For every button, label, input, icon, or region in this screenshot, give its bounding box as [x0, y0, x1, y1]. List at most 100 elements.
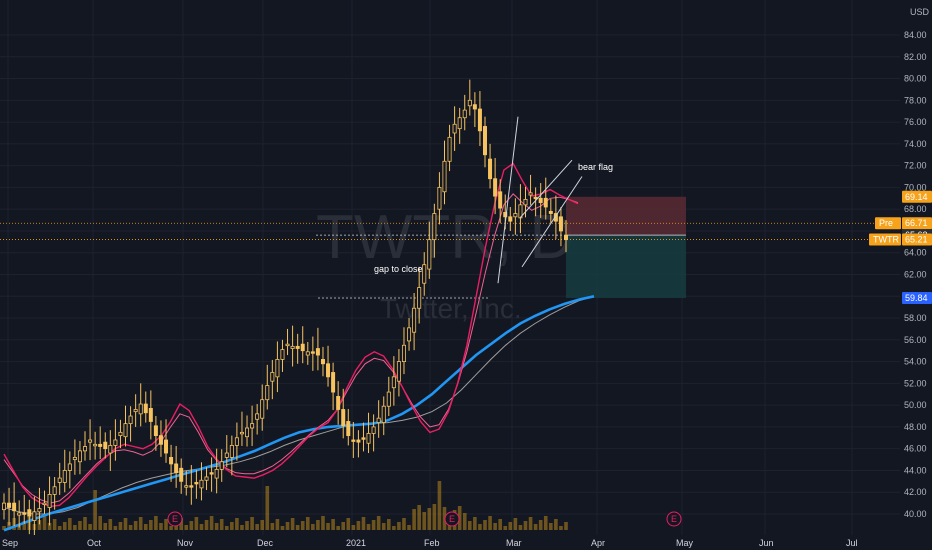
candle — [93, 431, 98, 460]
volume-bar — [133, 521, 138, 530]
price-tick-label: 52.00 — [904, 378, 927, 388]
candle-body — [290, 345, 295, 349]
stop-loss-zone[interactable] — [566, 196, 686, 236]
time-axis-labels: Sep Oct Nov Dec 2021 Feb Mar Apr May Jun Jul — [2, 538, 858, 548]
candle — [219, 449, 224, 482]
gap-annotation[interactable]: gap to close — [374, 264, 423, 274]
volume-bar — [128, 525, 133, 530]
candle-body — [503, 212, 508, 218]
candle — [245, 415, 250, 447]
candle — [128, 406, 133, 442]
candle-body — [88, 439, 93, 443]
price-tick-label: 48.00 — [904, 422, 927, 432]
candle-body — [224, 452, 229, 458]
volume-bar — [422, 512, 427, 530]
position-zones[interactable] — [566, 196, 686, 299]
price-tick-label: 56.00 — [904, 335, 927, 345]
volume-bar — [108, 519, 113, 530]
volume-bar — [462, 513, 467, 530]
volume-bar — [93, 490, 97, 530]
candle-body — [346, 421, 351, 437]
flag-lower-line[interactable] — [521, 176, 583, 268]
candle — [351, 422, 356, 458]
price-tick-label: 42.00 — [904, 487, 927, 497]
candle-body — [22, 512, 27, 515]
volume-bar — [549, 523, 553, 530]
candle-body — [174, 463, 179, 474]
candle-body — [548, 210, 553, 214]
volume-bar — [179, 518, 184, 530]
earnings-marker[interactable]: E — [444, 511, 460, 527]
time-label: Jun — [759, 538, 774, 548]
volume-bar — [518, 525, 523, 530]
volume-bar — [214, 523, 219, 530]
earnings-marker[interactable]: E — [167, 511, 183, 527]
candle-body — [123, 423, 128, 438]
candle — [138, 383, 143, 427]
candle-body — [12, 502, 17, 512]
volume-bar — [230, 522, 234, 530]
earnings-marker[interactable]: E — [666, 511, 682, 527]
time-axis-panel[interactable] — [0, 535, 932, 550]
candle-body — [133, 409, 138, 413]
volume-bar — [528, 517, 533, 530]
volume-bar — [300, 521, 305, 530]
candle — [336, 381, 341, 425]
candle — [548, 198, 553, 224]
candle — [553, 195, 558, 240]
volume-bar — [290, 518, 295, 530]
price-tick-label: 46.00 — [904, 444, 927, 454]
bear-flag-annotation[interactable]: bear flag — [578, 162, 613, 172]
candle-body — [138, 403, 143, 415]
price-tick-label: 54.00 — [904, 357, 927, 367]
candle-body — [493, 178, 498, 197]
candle — [341, 388, 346, 439]
candle-body — [467, 99, 472, 107]
candle-body — [199, 479, 204, 489]
candle-body — [376, 417, 381, 423]
ma-long-line — [3, 295, 595, 532]
take-profit-zone[interactable] — [566, 235, 686, 299]
candle-body — [336, 396, 341, 410]
candle-body — [432, 213, 437, 241]
flagpole-line[interactable] — [497, 116, 519, 284]
time-label: May — [676, 538, 694, 548]
candle — [62, 449, 67, 493]
candle — [199, 462, 204, 501]
candle-body — [93, 443, 98, 447]
candle-body — [153, 425, 158, 437]
time-label: Feb — [424, 538, 440, 548]
candle — [52, 476, 57, 510]
volume-bar — [503, 526, 508, 530]
watermark-symbol: TWTR, D — [316, 203, 574, 272]
price-tag-box — [902, 292, 932, 305]
candle — [326, 345, 331, 387]
price-tag-value: 66.71 — [905, 218, 928, 228]
candle — [209, 457, 214, 492]
volume-bar — [457, 506, 462, 530]
candle-body — [143, 403, 148, 414]
candle — [174, 445, 179, 488]
price-tag: 65.21 TWTR — [869, 233, 932, 246]
candle-body — [412, 307, 417, 333]
earnings-label: E — [449, 514, 455, 524]
time-label: Oct — [87, 538, 102, 548]
candle-body — [42, 502, 47, 506]
price-tag-label-box — [869, 233, 901, 246]
candle-body — [523, 198, 528, 206]
volume-bar — [62, 522, 67, 530]
candle — [12, 482, 17, 526]
flag-upper-line[interactable] — [519, 159, 573, 219]
volume-bar — [189, 521, 194, 530]
price-tick-label: 44.00 — [904, 465, 927, 475]
candle — [381, 396, 386, 436]
volume-bar — [83, 517, 87, 530]
candle — [412, 293, 417, 351]
price-axis-panel[interactable] — [900, 0, 932, 535]
candle — [280, 339, 285, 372]
candle — [77, 441, 82, 475]
candle-body — [331, 372, 336, 393]
trend-drawings[interactable] — [497, 116, 583, 284]
